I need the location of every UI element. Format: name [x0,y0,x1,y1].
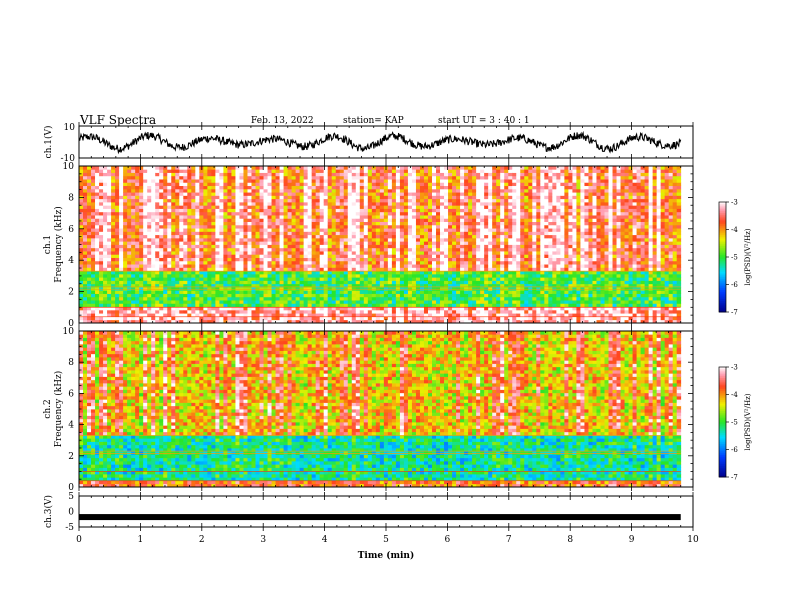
y-tick-label: 4 [68,256,74,266]
colorbar-tick-label: -4 [731,391,738,399]
x-tick-label: 9 [629,535,635,545]
y-tick-label: 2 [68,452,74,462]
ch1-colorbar [719,202,726,313]
colorbar-tick-label: -6 [731,446,738,454]
y-tick-label: 0 [68,483,74,493]
colorbar-tick-label: -7 [731,474,738,482]
y-axis-label: ch.3(V) [43,495,54,528]
x-tick-label: 6 [445,535,451,545]
colorbar-label: log(PSD)(V²/Hz) [744,228,752,285]
y-axis-label-frequency: Frequency (kHz) [53,206,64,283]
ch1-wave-frame [78,125,694,159]
y-tick-label: 10 [63,162,75,172]
y-axis-label: ch.2 [43,399,53,418]
y-tick-label: 4 [68,421,74,431]
y-tick-label: 6 [68,389,74,399]
colorbar-label: log(PSD)(V²/Hz) [744,393,752,450]
figure-title: VLF Spectra [80,113,157,127]
x-tick-label: 7 [506,535,512,545]
x-tick-label: 3 [260,535,266,545]
date-label: Feb. 13, 2022 [251,116,314,126]
colorbar-tick-label: -5 [731,254,738,262]
y-tick-label: 8 [68,193,74,203]
colorbar-tick-label: -3 [731,364,738,372]
x-tick-label: 10 [687,535,699,545]
station-label: station= KAP [343,116,404,126]
y-axis-label: ch.1(V) [43,126,54,159]
y-tick-label: -10 [61,154,76,164]
y-tick-label: 10 [64,123,76,133]
y-axis-label-frequency: Frequency (kHz) [53,371,64,448]
ch3-frame [78,495,694,528]
y-tick-label: 8 [68,358,74,368]
y-tick-label: -5 [65,523,74,533]
x-tick-label: 0 [76,535,82,545]
x-tick-label: 5 [383,535,389,545]
x-axis-label: Time (min) [358,550,415,561]
x-tick-label: 1 [138,535,144,545]
x-tick-label: 4 [322,535,328,545]
x-tick-label: 8 [567,535,573,545]
start-time-label: start UT = 3 : 40 : 1 [438,116,530,126]
colorbar-tick-label: -5 [731,419,738,427]
y-tick-label: 0 [68,319,74,329]
colorbar-tick-label: -4 [731,226,738,234]
ch1-waveform-line [78,130,682,155]
y-tick-label: 2 [68,288,74,298]
ch2-spectrogram-cells [79,331,682,488]
x-tick-label: 2 [199,535,205,545]
y-axis-label: ch.1 [43,235,53,254]
ch1-spectrogram-cells [79,166,682,324]
y-tick-label: 0 [68,508,74,518]
y-tick-label: 5 [68,492,74,502]
colorbar-tick-label: -6 [731,281,738,289]
colorbar-tick-label: -3 [731,199,738,207]
ch3-signal-line [79,514,681,521]
y-tick-label: 6 [68,225,74,235]
ch2-colorbar [719,367,726,478]
y-tick-label: 10 [63,327,75,337]
colorbar-tick-label: -7 [731,309,738,317]
